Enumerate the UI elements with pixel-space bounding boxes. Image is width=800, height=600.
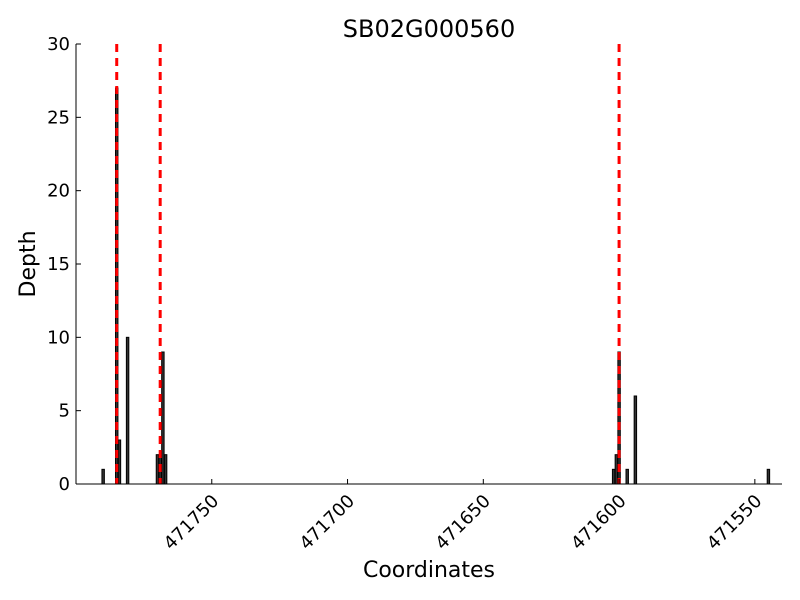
y-axis-label: Depth [16, 230, 41, 297]
chart-title: SB02G000560 [343, 15, 515, 43]
y-tick-label-1: 5 [59, 401, 70, 422]
markers-layer [115, 44, 621, 484]
bar-0 [101, 468, 105, 485]
bar-12 [633, 395, 638, 485]
y-tick-label-0: 0 [59, 474, 70, 495]
bar-2 [117, 439, 122, 485]
bar-11 [625, 468, 629, 485]
bar-6 [161, 351, 165, 485]
y-tick-label-5: 25 [47, 107, 70, 128]
y-tick-label-6: 30 [47, 34, 70, 55]
bar-9 [614, 454, 619, 485]
bar-8 [611, 468, 616, 485]
bar-3 [125, 336, 130, 485]
y-tick-label-3: 15 [47, 254, 70, 275]
x-axis-label: Coordinates [363, 558, 495, 583]
bar-7 [163, 454, 168, 485]
bar-4 [155, 454, 160, 485]
y-tick-label-2: 10 [47, 327, 70, 348]
y-tick-label-4: 20 [47, 181, 70, 202]
bar-13 [766, 468, 771, 485]
